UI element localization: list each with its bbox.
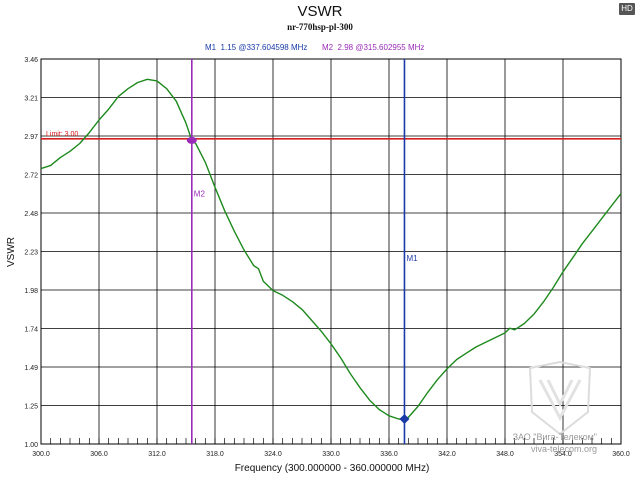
- watermark-company: ЗАО "Вига-Телеком": [513, 432, 597, 442]
- grid-lines: [41, 59, 621, 444]
- marker-point-m1: [399, 413, 410, 424]
- y-tick-label: 1.25: [24, 404, 38, 411]
- series-group: [40, 78, 622, 420]
- x-tick-label: 318.0: [206, 451, 224, 458]
- x-tick-label: 306.0: [90, 451, 108, 458]
- watermark-emblem: [538, 379, 582, 422]
- y-tick-label: 1.49: [24, 365, 38, 372]
- x-tick-label: 312.0: [148, 451, 166, 458]
- y-tick-label: 2.97: [24, 134, 38, 141]
- y-tick-label: 1.74: [24, 327, 38, 334]
- y-tick-label: 2.23: [24, 250, 38, 257]
- x-tick-labels: 300.0 306.0 312.0 318.0 324.0 330.0 336.0 342.0…: [32, 451, 630, 458]
- y-tick-label: 2.48: [24, 211, 38, 218]
- marker-m1-readout: M1 1.15 @337.604598 MHz: [205, 43, 307, 52]
- y-axis-label: VSWR: [6, 237, 17, 267]
- x-tick-label: 354.0: [554, 451, 572, 458]
- x-tick-label: 300.0: [32, 451, 50, 458]
- marker-label-m1: M1: [406, 254, 418, 263]
- y-tick-labels: 1.00 1.25 1.49 1.74 1.98 2.23 2.48 2.72 2.97 3.21…: [24, 57, 38, 449]
- x-axis-label: Frequency (300.000000 - 360.000000 MHz): [235, 463, 430, 474]
- limit-line-group: Limit: 3.00: [41, 131, 621, 140]
- x-tick-label: 336.0: [380, 451, 398, 458]
- tick-marks: [50, 438, 612, 444]
- marker-m2-readout: M2 2.98 @315.602955 MHz: [322, 43, 424, 52]
- chart-title: VSWR: [298, 3, 343, 20]
- x-tick-label: 324.0: [264, 451, 282, 458]
- x-tick-label: 330.0: [322, 451, 340, 458]
- y-tick-label: 1.00: [24, 442, 38, 449]
- chart-subtitle: nr-770hsp-pl-300: [287, 22, 353, 32]
- y-tick-label: 3.46: [24, 57, 38, 64]
- markers-group: M1 M2: [186, 59, 418, 444]
- x-tick-label: 348.0: [496, 451, 514, 458]
- y-tick-label: 1.98: [24, 288, 38, 295]
- y-tick-label: 2.72: [24, 173, 38, 180]
- watermark-logo: [528, 360, 592, 436]
- series-line-vswr: [40, 78, 622, 420]
- x-tick-label: 342.0: [438, 451, 456, 458]
- x-tick-label: 360.0: [612, 451, 630, 458]
- watermark-url: viva-telecom.org: [531, 444, 597, 454]
- hd-badge[interactable]: HD: [619, 3, 635, 15]
- limit-label: Limit: 3.00: [46, 131, 78, 138]
- marker-label-m2: M2: [194, 190, 206, 199]
- marker-point-m2: [186, 136, 197, 144]
- y-tick-label: 3.21: [24, 96, 38, 103]
- watermark-shield: [528, 360, 592, 436]
